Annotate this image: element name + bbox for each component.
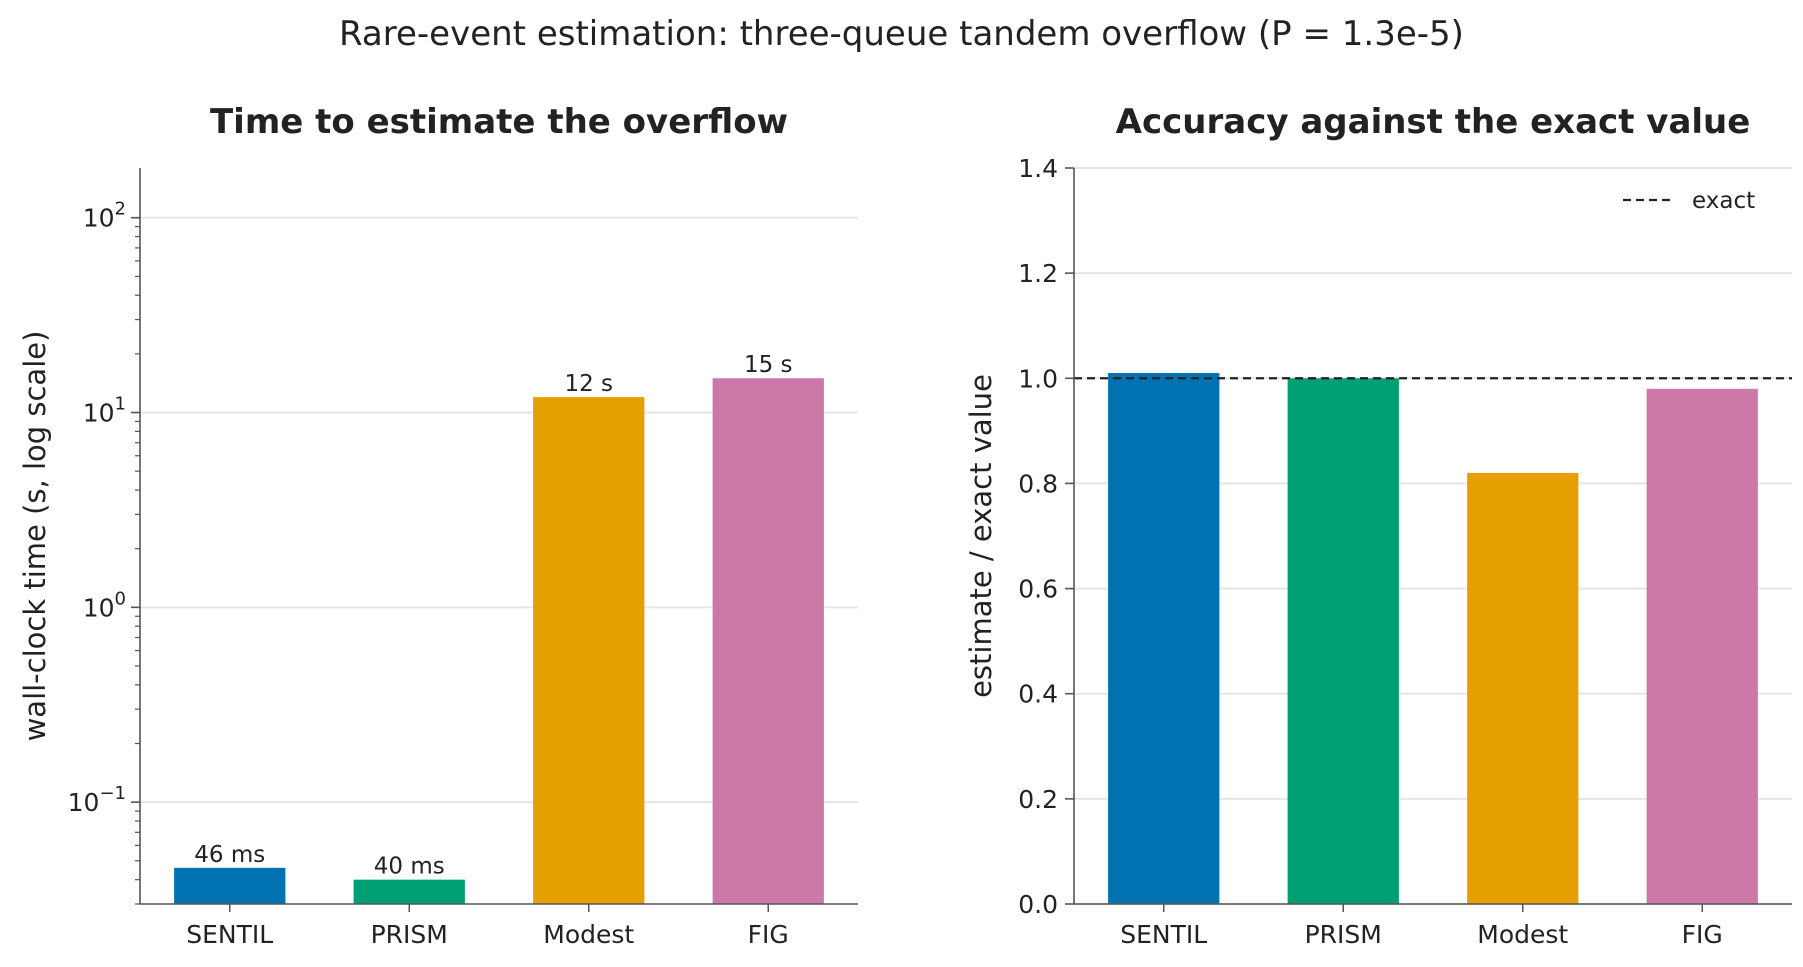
right-bar-sentil (1108, 373, 1220, 904)
left-chart-panel: Time to estimate the overflow 46 ms SENTIL… (18, 102, 858, 949)
left-bar-value-label: 46 ms (194, 842, 265, 868)
right-y-tick-label: 0.0 (1018, 890, 1058, 919)
right-y-tick-label: 1.4 (1018, 154, 1058, 183)
left-bar-value-label: 15 s (744, 352, 793, 378)
left-bar-fig (712, 378, 824, 904)
left-bar-value-label: 40 ms (374, 854, 445, 880)
left-x-tick-label: FIG (748, 920, 789, 949)
legend-label: exact (1692, 188, 1755, 214)
left-bar-prism (353, 879, 465, 904)
left-y-tick-label: 101 (83, 394, 126, 428)
left-y-tick-label: 102 (83, 199, 126, 233)
right-bar-modest (1467, 472, 1579, 904)
right-y-axis-label: estimate / exact value (964, 374, 998, 698)
right-y-tick-label: 1.0 (1018, 364, 1058, 393)
left-bar-modest (533, 397, 645, 904)
figure-title: Rare-event estimation: three-queue tande… (339, 14, 1464, 54)
left-x-tick-label: SENTIL (186, 920, 273, 949)
right-bar-fig (1646, 388, 1758, 904)
right-x-tick-label: PRISM (1305, 920, 1382, 949)
right-x-tick-label: FIG (1682, 920, 1723, 949)
right-chart-title: Accuracy against the exact value (1116, 102, 1751, 142)
right-bar-prism (1287, 378, 1399, 904)
legend: exact (1623, 188, 1755, 214)
right-y-tick-label: 1.2 (1018, 259, 1058, 288)
right-y-tick-label: 0.8 (1018, 469, 1058, 498)
left-y-tick-label: 10−1 (68, 783, 126, 817)
right-chart-panel: Accuracy against the exact value SENTIL PR… (964, 102, 1792, 949)
left-x-tick-label: Modest (543, 920, 634, 949)
left-x-tick-label: PRISM (371, 920, 448, 949)
left-y-axis-label: wall-clock time (s, log scale) (18, 331, 52, 742)
right-y-tick-label: 0.4 (1018, 680, 1058, 709)
left-bar-value-label: 12 s (564, 371, 613, 397)
left-y-tick-label: 100 (83, 588, 126, 622)
left-chart-title: Time to estimate the overflow (210, 102, 788, 142)
left-bar-sentil (174, 867, 286, 904)
right-y-tick-label: 0.6 (1018, 575, 1058, 604)
right-y-tick-label: 0.2 (1018, 785, 1058, 814)
right-x-tick-label: Modest (1477, 920, 1568, 949)
right-x-tick-label: SENTIL (1120, 920, 1207, 949)
